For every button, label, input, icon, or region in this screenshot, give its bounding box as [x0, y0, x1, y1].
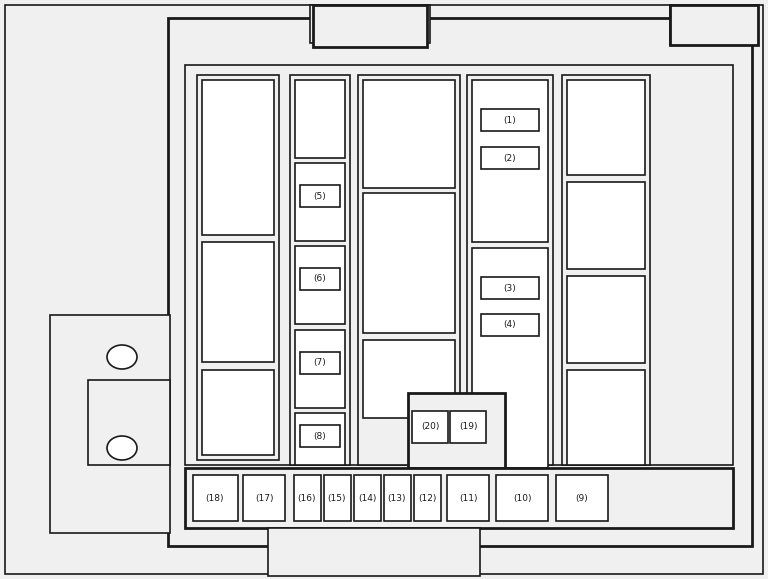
- Bar: [481, 277, 539, 299]
- Bar: [193, 475, 237, 521]
- Bar: [412, 411, 448, 443]
- Text: (3): (3): [504, 284, 516, 292]
- Text: (18): (18): [206, 493, 224, 503]
- Text: (16): (16): [298, 493, 316, 503]
- Bar: [268, 528, 480, 576]
- Bar: [300, 268, 340, 290]
- Text: (11): (11): [458, 493, 477, 503]
- Bar: [472, 80, 548, 242]
- Bar: [467, 75, 553, 465]
- Text: (13): (13): [388, 493, 406, 503]
- Bar: [562, 75, 650, 465]
- Bar: [450, 411, 486, 443]
- Bar: [363, 80, 455, 188]
- Bar: [481, 109, 539, 131]
- Bar: [295, 413, 345, 465]
- Text: (4): (4): [504, 321, 516, 329]
- Bar: [408, 393, 505, 468]
- Bar: [295, 246, 345, 324]
- Bar: [481, 314, 539, 336]
- Text: (14): (14): [358, 493, 376, 503]
- Bar: [185, 65, 733, 465]
- Text: (6): (6): [313, 274, 326, 284]
- Bar: [670, 5, 758, 45]
- Bar: [197, 75, 279, 460]
- Bar: [567, 370, 645, 465]
- Bar: [556, 475, 608, 521]
- Bar: [295, 163, 345, 241]
- Bar: [415, 533, 473, 571]
- Text: (7): (7): [313, 358, 326, 368]
- Bar: [567, 80, 645, 175]
- Bar: [670, 5, 758, 45]
- Text: (12): (12): [418, 493, 436, 503]
- Bar: [202, 370, 274, 455]
- Bar: [202, 242, 274, 362]
- Text: (17): (17): [255, 493, 273, 503]
- Bar: [290, 75, 350, 465]
- Bar: [323, 475, 350, 521]
- Bar: [295, 330, 345, 408]
- Bar: [353, 475, 380, 521]
- Bar: [567, 276, 645, 363]
- Bar: [481, 147, 539, 169]
- Bar: [413, 475, 441, 521]
- Bar: [310, 5, 430, 43]
- Bar: [168, 18, 752, 546]
- Bar: [202, 80, 274, 235]
- Bar: [496, 475, 548, 521]
- Bar: [295, 80, 345, 158]
- Bar: [300, 352, 340, 374]
- Bar: [383, 475, 411, 521]
- Bar: [50, 315, 170, 533]
- Ellipse shape: [107, 345, 137, 369]
- Bar: [345, 533, 403, 571]
- Ellipse shape: [107, 436, 137, 460]
- Text: (2): (2): [504, 153, 516, 163]
- Bar: [363, 340, 455, 418]
- Bar: [293, 475, 320, 521]
- Bar: [472, 248, 548, 468]
- Bar: [363, 193, 455, 333]
- Text: (8): (8): [313, 431, 326, 441]
- Bar: [358, 75, 460, 465]
- Text: (10): (10): [513, 493, 531, 503]
- Bar: [185, 468, 733, 528]
- Bar: [243, 475, 285, 521]
- Bar: [275, 533, 333, 571]
- Text: (15): (15): [328, 493, 346, 503]
- Bar: [88, 380, 170, 465]
- Bar: [300, 185, 340, 207]
- Text: (19): (19): [458, 423, 477, 431]
- Bar: [313, 5, 427, 47]
- Text: (5): (5): [313, 192, 326, 200]
- Text: (1): (1): [504, 115, 516, 124]
- Text: (20): (20): [421, 423, 439, 431]
- Text: (9): (9): [576, 493, 588, 503]
- Bar: [300, 425, 340, 447]
- Bar: [447, 475, 489, 521]
- Bar: [567, 182, 645, 269]
